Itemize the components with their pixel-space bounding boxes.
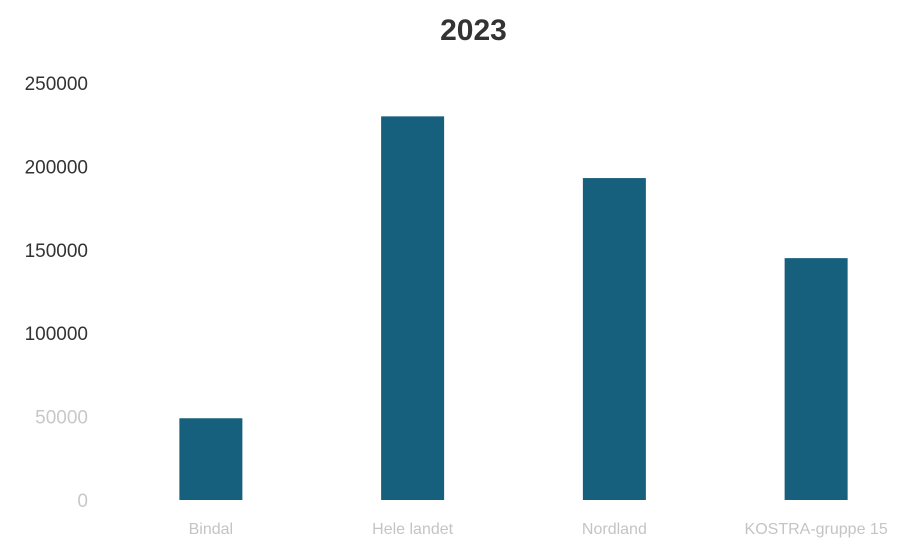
y-tick-label: 50000 bbox=[35, 408, 88, 429]
bar-kostra-gruppe-15 bbox=[784, 258, 848, 500]
x-axis-labels: Bindal Hele landet Nordland KOSTRA-gruppe 1… bbox=[189, 521, 888, 538]
y-tick-label: 100000 bbox=[25, 324, 88, 345]
y-tick-label: 150000 bbox=[25, 241, 88, 262]
y-tick-label: 250000 bbox=[25, 74, 88, 95]
y-axis-ticks: 0 50000 100000 150000 200000 250000 bbox=[25, 74, 88, 512]
x-category-label: Nordland bbox=[582, 521, 647, 538]
x-category-label: Hele landet bbox=[372, 521, 454, 538]
bar-hele-landet bbox=[381, 116, 445, 501]
chart-title: 2023 bbox=[440, 14, 507, 47]
x-category-label: Bindal bbox=[189, 521, 233, 538]
y-tick-label: 200000 bbox=[25, 157, 88, 178]
x-category-label: KOSTRA-gruppe 15 bbox=[745, 521, 888, 538]
bar-bindal bbox=[179, 418, 243, 500]
bar-nordland bbox=[582, 178, 646, 501]
y-tick-label: 0 bbox=[77, 491, 88, 512]
bars bbox=[179, 116, 848, 501]
